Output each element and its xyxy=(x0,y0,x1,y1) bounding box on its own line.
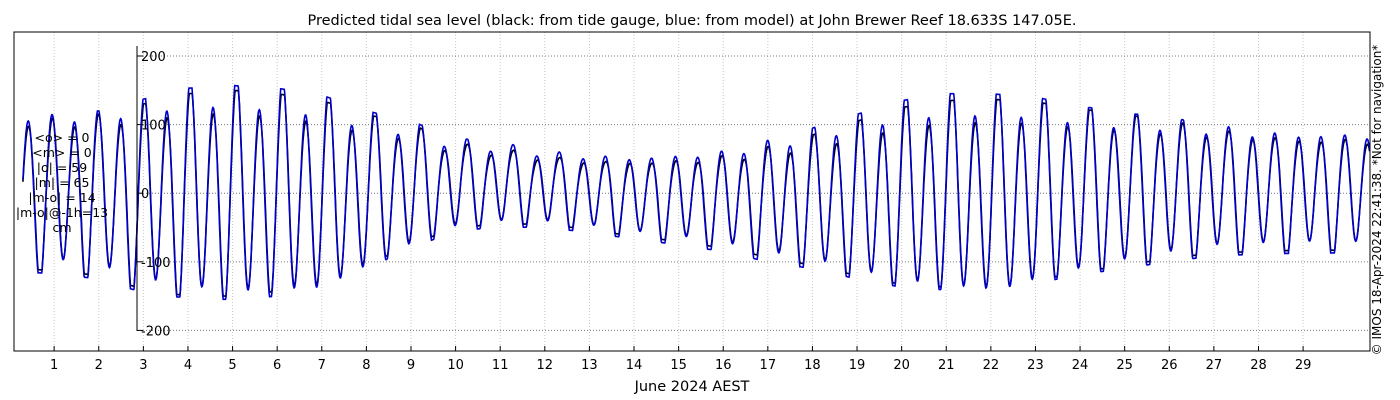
x-tick-label: 21 xyxy=(938,358,955,373)
x-tick-label: 1 xyxy=(50,358,58,373)
model-line xyxy=(22,84,1371,301)
x-tick-label: 24 xyxy=(1072,358,1089,373)
x-tick-label: 6 xyxy=(273,358,281,373)
x-tick-label: 23 xyxy=(1027,358,1044,373)
statistic-line: cm xyxy=(52,220,72,235)
x-tick-label: 19 xyxy=(849,358,866,373)
x-tick-label: 16 xyxy=(715,358,732,373)
chart-title: Predicted tidal sea level (black: from t… xyxy=(307,13,1076,29)
x-tick-label: 10 xyxy=(447,358,464,373)
y-tick-label: 200 xyxy=(141,50,166,65)
x-tick-label: 15 xyxy=(670,358,687,373)
x-axis-label: June 2024 AEST xyxy=(634,379,750,395)
statistics-panel: <o> = 0 <m> = 0 |o| = 59 |m| = 65 |m-o| = 14… xyxy=(0,130,124,235)
x-tick-label: 27 xyxy=(1206,358,1223,373)
x-axis: 1 2 3 4 5 6 7 8 9 10 11 12 13 14 15 16 17 18 19 20 21 22 23 24 2… xyxy=(50,346,1311,373)
statistic-line: <m> = 0 xyxy=(32,145,92,160)
y-tick-label: -200 xyxy=(141,324,171,339)
y-axis: -200 -100 0 100 200 xyxy=(137,50,171,339)
grid-lines xyxy=(53,32,1370,351)
credit-text: © IMOS 18-Apr-2024 22:41:38. *Not for na… xyxy=(1370,44,1384,356)
x-tick-label: 18 xyxy=(804,358,821,373)
x-tick-label: 12 xyxy=(537,358,554,373)
x-tick-label: 3 xyxy=(139,358,147,373)
x-tick-label: 25 xyxy=(1116,358,1133,373)
x-tick-label: 22 xyxy=(983,358,1000,373)
series-model xyxy=(22,84,1371,301)
x-tick-label: 9 xyxy=(407,358,415,373)
x-tick-label: 8 xyxy=(362,358,370,373)
y-tick-label: 0 xyxy=(141,187,149,202)
x-tick-label: 7 xyxy=(318,358,326,373)
x-tick-label: 20 xyxy=(893,358,910,373)
x-tick-label: 11 xyxy=(492,358,509,373)
x-tick-label: 28 xyxy=(1250,358,1267,373)
x-tick-label: 17 xyxy=(760,358,777,373)
statistic-line: <o> = 0 xyxy=(34,130,90,145)
x-tick-label: 5 xyxy=(228,358,236,373)
x-tick-label: 14 xyxy=(626,358,643,373)
plot-frame xyxy=(13,31,1371,352)
x-tick-label: 4 xyxy=(184,358,192,373)
x-tick-label: 29 xyxy=(1295,358,1312,373)
statistic-line: |m-o| = 14 xyxy=(28,190,96,205)
statistic-line: |o| = 59 xyxy=(36,160,88,175)
x-tick-label: 13 xyxy=(581,358,598,373)
statistic-line: |m| = 65 xyxy=(34,175,90,190)
x-tick-label: 26 xyxy=(1161,358,1178,373)
statistic-line: |m-o|@-1h=13 xyxy=(15,205,109,220)
y-tick-label: -100 xyxy=(141,256,171,271)
y-tick-label: 100 xyxy=(141,119,166,134)
x-tick-label: 2 xyxy=(95,358,103,373)
